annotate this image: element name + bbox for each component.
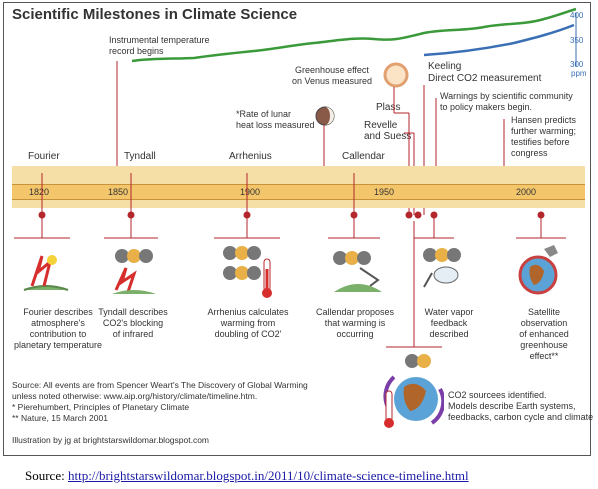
desc-arrhenius: Arrhenius calculates warming from doubli… bbox=[207, 307, 289, 339]
illustration-credit: Illustration by jg at brightstarswildoma… bbox=[12, 435, 210, 445]
ppm-tick-400: 400 bbox=[570, 11, 584, 20]
desc-co2-sources: CO2 sourcees identified. Models describe… bbox=[448, 390, 594, 422]
note-instrumental: Instrumental temperature record begins bbox=[109, 35, 210, 56]
desc-water-vapor: Water vapor feedback described bbox=[424, 307, 474, 339]
desc-callendar: Callendar proposes that warming is occur… bbox=[315, 307, 395, 339]
desc-satellite: Satellite observation of enhanced greenh… bbox=[519, 307, 569, 361]
note-plass: Plass bbox=[376, 102, 401, 113]
temperature-curve bbox=[131, 7, 577, 63]
ppm-tick-300: 300 bbox=[570, 60, 584, 69]
diagram-frame: Scientific Milestones in Climate Science… bbox=[3, 2, 594, 456]
note-venus: Greenhouse effect on Venus measured bbox=[291, 65, 373, 86]
caption-prefix: Source: bbox=[25, 468, 68, 483]
note-warnings: Warnings by scientific community to poli… bbox=[440, 91, 573, 112]
co2-curve bbox=[423, 23, 575, 57]
ppm-unit: ppm bbox=[571, 69, 587, 78]
desc-tyndall: Tyndall describes CO2's blocking of infr… bbox=[98, 307, 168, 339]
timeline-bar bbox=[12, 184, 585, 200]
temperature-co2-curves bbox=[131, 7, 577, 67]
year-1900: 1900 bbox=[240, 187, 261, 197]
desc-fourier: Fourier describes atmosphere's contribut… bbox=[13, 307, 103, 350]
tyndall-co2-icon bbox=[112, 249, 156, 294]
year-1850: 1850 bbox=[108, 187, 129, 197]
fourier-sun-icon bbox=[23, 255, 69, 291]
year-2000: 2000 bbox=[516, 187, 537, 197]
year-1950: 1950 bbox=[374, 187, 395, 197]
name-callendar: Callendar bbox=[342, 151, 385, 162]
arrhenius-thermometer-icon bbox=[223, 246, 272, 298]
figure-caption: Source: http://brightstarswildomar.blogs… bbox=[25, 468, 469, 484]
caption-link[interactable]: http://brightstarswildomar.blogspot.in/2… bbox=[67, 468, 469, 483]
name-tyndall: Tyndall bbox=[124, 151, 156, 162]
note-hansen: Hansen predicts further warming; testifi… bbox=[511, 115, 577, 158]
callendar-co2-icon bbox=[333, 251, 382, 292]
moon-icon bbox=[315, 106, 335, 126]
carbon-cycle-icon bbox=[383, 354, 444, 428]
name-arrhenius: Arrhenius bbox=[229, 151, 272, 162]
ppm-tick-350: 350 bbox=[570, 36, 584, 45]
water-vapor-icon bbox=[423, 248, 461, 288]
name-fourier: Fourier bbox=[28, 151, 60, 162]
note-lunar: *Rate of lunar heat loss measured bbox=[236, 109, 315, 130]
source-notes: Source: All events are from Spencer Wear… bbox=[12, 380, 308, 423]
bottom-leader-lines bbox=[14, 173, 566, 348]
venus-icon bbox=[383, 62, 409, 88]
year-1820: 1820 bbox=[29, 187, 50, 197]
satellite-earth-icon bbox=[518, 245, 558, 295]
diagram-title: Scientific Milestones in Climate Science bbox=[12, 6, 298, 23]
note-keeling-title: Keeling bbox=[428, 61, 462, 72]
note-keeling-sub: Direct CO2 measurement bbox=[428, 73, 542, 84]
note-revelle: Revelle and Suess bbox=[364, 120, 412, 142]
